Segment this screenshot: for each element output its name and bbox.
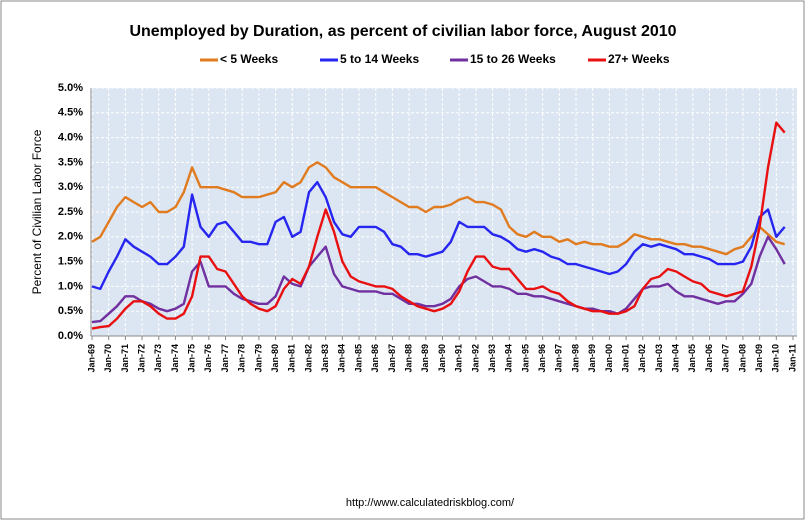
x-tick-label: Jan-72	[136, 344, 146, 373]
x-tick-label: Jan-96	[537, 344, 547, 373]
x-tick-label: Jan-02	[637, 344, 647, 373]
x-tick-label: Jan-86	[370, 344, 380, 373]
y-tick-label: 2.5%	[58, 206, 83, 218]
y-axis-label: Percent of Civilian Labor Force	[30, 129, 44, 294]
x-tick-label: Jan-78	[237, 344, 247, 373]
x-tick-label: Jan-75	[187, 344, 197, 373]
x-tick-label: Jan-79	[253, 344, 263, 373]
x-tick-label: Jan-83	[320, 344, 330, 373]
x-tick-label: Jan-92	[470, 344, 480, 373]
legend-label: 27+ Weeks	[608, 52, 670, 66]
x-tick-label: Jan-95	[520, 344, 530, 373]
series-line	[91, 181, 786, 291]
x-tick-label: Jan-08	[737, 344, 747, 373]
x-tick-label: Jan-11	[787, 344, 797, 372]
x-tick-label: Jan-80	[270, 344, 280, 373]
y-tick-label: 0.5%	[58, 305, 83, 317]
x-tick-label: Jan-97	[554, 344, 564, 373]
y-tick-label: 3.5%	[58, 156, 83, 168]
x-tick-label: Jan-98	[570, 344, 580, 373]
x-tick-label: Jan-88	[403, 344, 413, 373]
x-tick-label: Jan-04	[671, 344, 681, 373]
x-tick-label: Jan-99	[587, 344, 597, 373]
series-line	[91, 121, 786, 330]
x-tick-label: Jan-94	[504, 344, 514, 373]
y-tick-label: 4.0%	[58, 132, 83, 144]
x-tick-label: Jan-82	[303, 344, 313, 373]
legend-label: 15 to 26 Weeks	[470, 52, 556, 66]
y-tick-label: 5.0%	[58, 82, 83, 94]
x-tick-label: Jan-73	[153, 344, 163, 373]
x-tick-label: Jan-90	[437, 344, 447, 373]
x-tick-label: Jan-81	[287, 344, 297, 373]
x-tick-label: Jan-89	[420, 344, 430, 373]
x-tick-label: Jan-71	[120, 344, 130, 373]
chart-title: Unemployed by Duration, as percent of ci…	[129, 23, 676, 40]
y-tick-label: 2.0%	[58, 231, 83, 243]
series-line	[91, 235, 786, 324]
x-tick-label: Jan-87	[387, 344, 397, 373]
x-tick-label: Jan-10	[771, 344, 781, 373]
x-tick-label: Jan-93	[487, 344, 497, 373]
x-tick-label: Jan-69	[86, 344, 96, 373]
y-tick-label: 4.5%	[58, 107, 83, 119]
legend-label: 5 to 14 Weeks	[340, 52, 419, 66]
x-tick-label: Jan-85	[353, 344, 363, 373]
x-tick-label: Jan-03	[654, 344, 664, 373]
x-tick-label: Jan-77	[220, 344, 230, 373]
x-tick-label: Jan-76	[203, 344, 213, 373]
x-tick-label: Jan-06	[704, 344, 714, 373]
x-tick-label: Jan-07	[721, 344, 731, 373]
x-tick-label: Jan-70	[103, 344, 113, 373]
y-tick-label: 1.0%	[58, 280, 83, 292]
x-tick-label: Jan-09	[754, 344, 764, 373]
source: http://www.calculatedriskblog.com/	[346, 497, 515, 509]
y-tick-label: 3.0%	[58, 181, 83, 193]
x-tick-label: Jan-74	[170, 344, 180, 373]
y-tick-label: 1.5%	[58, 256, 83, 268]
y-tick-label: 0.0%	[58, 330, 83, 342]
x-tick-label: Jan-84	[337, 344, 347, 373]
series-line	[91, 161, 786, 256]
legend-label: < 5 Weeks	[220, 52, 278, 66]
x-tick-label: Jan-91	[454, 344, 464, 373]
x-tick-label: Jan-00	[604, 344, 614, 373]
x-tick-label: Jan-05	[687, 344, 697, 373]
x-tick-label: Jan-01	[620, 344, 630, 373]
